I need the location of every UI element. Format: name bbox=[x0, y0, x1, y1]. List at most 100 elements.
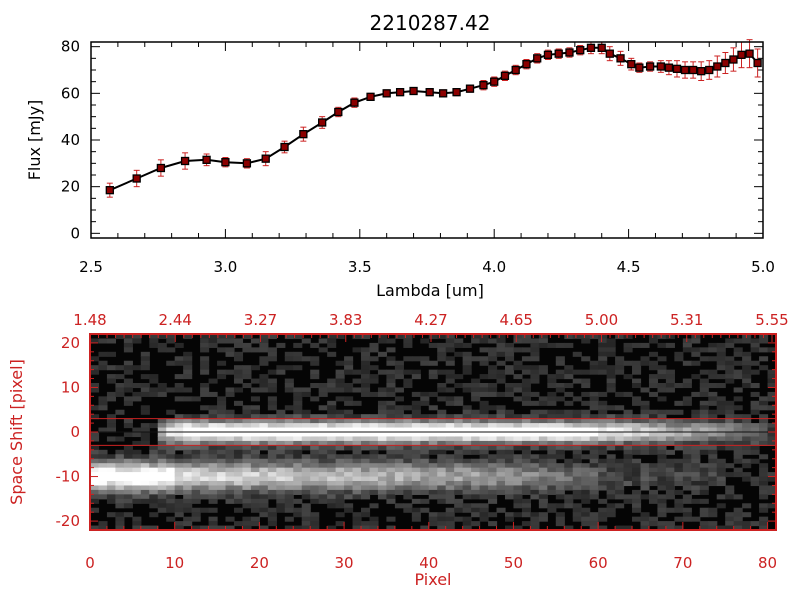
image-pixel bbox=[208, 409, 218, 415]
image-pixel bbox=[310, 342, 320, 348]
image-pixel bbox=[615, 472, 625, 478]
image-pixel bbox=[640, 423, 650, 429]
image-pixel bbox=[335, 463, 345, 469]
image-pixel bbox=[327, 449, 337, 455]
image-pixel bbox=[369, 503, 379, 509]
image-pixel bbox=[564, 498, 574, 504]
image-pixel bbox=[716, 383, 726, 389]
image-pixel bbox=[276, 409, 286, 415]
image-pixel bbox=[606, 494, 616, 500]
image-pixel bbox=[471, 356, 481, 362]
image-pixel bbox=[564, 458, 574, 464]
image-pixel bbox=[284, 418, 294, 424]
image-pixel bbox=[750, 409, 760, 415]
image-pixel bbox=[276, 458, 286, 464]
image-pixel bbox=[437, 351, 447, 357]
image-x-axis-label: Pixel bbox=[414, 570, 451, 589]
image-pixel bbox=[250, 498, 260, 504]
data-point bbox=[697, 67, 706, 76]
image-pixel bbox=[598, 476, 608, 482]
image-pixel bbox=[284, 405, 294, 411]
image-pixel bbox=[471, 409, 481, 415]
image-pixel bbox=[284, 423, 294, 429]
image-pixel bbox=[428, 360, 438, 366]
image-pixel bbox=[488, 440, 498, 446]
image-pixel bbox=[547, 507, 557, 513]
image-pixel bbox=[140, 374, 150, 380]
image-pixel bbox=[521, 467, 531, 473]
image-pixel bbox=[725, 440, 735, 446]
image-pixel bbox=[361, 369, 371, 375]
image-pixel bbox=[615, 476, 625, 482]
image-pixel bbox=[716, 347, 726, 353]
pixel-tick-label: 50 bbox=[504, 554, 523, 572]
image-pixel bbox=[513, 436, 523, 442]
image-pixel bbox=[335, 472, 345, 478]
image-pixel bbox=[310, 396, 320, 402]
image-pixel bbox=[250, 387, 260, 393]
image-pixel bbox=[411, 436, 421, 442]
data-point bbox=[635, 63, 644, 72]
image-pixel bbox=[496, 334, 506, 340]
image-pixel bbox=[259, 338, 269, 344]
image-pixel bbox=[521, 436, 531, 442]
image-pixel bbox=[123, 467, 133, 473]
image-pixel bbox=[504, 356, 515, 362]
image-pixel bbox=[504, 463, 515, 469]
image-pixel bbox=[742, 432, 752, 438]
image-pixel bbox=[123, 369, 133, 375]
image-pixel bbox=[335, 383, 345, 389]
spectrum-plot-frame bbox=[90, 41, 764, 239]
image-pixel bbox=[445, 463, 455, 469]
image-pixel bbox=[648, 472, 659, 478]
image-pixel bbox=[310, 427, 320, 433]
image-pixel bbox=[208, 440, 218, 446]
image-pixel bbox=[716, 432, 726, 438]
image-pixel bbox=[496, 485, 506, 491]
image-pixel bbox=[488, 391, 498, 397]
image-pixel bbox=[394, 467, 404, 473]
image-pixel bbox=[301, 409, 311, 415]
image-pixel bbox=[115, 458, 125, 464]
image-pixel bbox=[615, 436, 625, 442]
image-pixel bbox=[538, 498, 548, 504]
image-pixel bbox=[352, 449, 362, 455]
image-pixel bbox=[648, 463, 659, 469]
image-pixel bbox=[293, 512, 303, 518]
image-pixel bbox=[674, 427, 684, 433]
image-pixel bbox=[386, 414, 396, 420]
image-pixel bbox=[691, 338, 701, 344]
image-pixel bbox=[284, 436, 294, 442]
image-pixel bbox=[310, 467, 320, 473]
image-pixel bbox=[242, 463, 252, 469]
image-pixel bbox=[623, 374, 633, 380]
image-pixel bbox=[615, 427, 625, 433]
image-pixel bbox=[335, 498, 345, 504]
image-pixel bbox=[538, 512, 548, 518]
image-pixel bbox=[547, 378, 557, 384]
image-pixel bbox=[310, 472, 320, 478]
image-pixel bbox=[174, 525, 184, 531]
image-pixel bbox=[471, 467, 481, 473]
image-pixel bbox=[428, 485, 438, 491]
image-pixel bbox=[454, 503, 464, 509]
image-pixel bbox=[293, 476, 303, 482]
image-pixel bbox=[454, 423, 464, 429]
image-pixel bbox=[589, 449, 599, 455]
image-pixel bbox=[386, 498, 396, 504]
image-pixel bbox=[267, 445, 277, 451]
pixel-tick-label: 10 bbox=[165, 554, 184, 572]
image-pixel bbox=[742, 383, 752, 389]
image-pixel bbox=[488, 489, 498, 495]
data-point bbox=[737, 50, 746, 59]
image-pixel bbox=[106, 396, 117, 402]
image-pixel bbox=[344, 467, 354, 473]
image-pixel bbox=[420, 414, 430, 420]
image-pixel bbox=[479, 472, 489, 478]
image-pixel bbox=[691, 463, 701, 469]
image-pixel bbox=[259, 467, 269, 473]
data-point bbox=[645, 62, 655, 71]
image-pixel bbox=[284, 414, 294, 420]
image-pixel bbox=[767, 369, 777, 375]
image-pixel bbox=[615, 356, 625, 362]
